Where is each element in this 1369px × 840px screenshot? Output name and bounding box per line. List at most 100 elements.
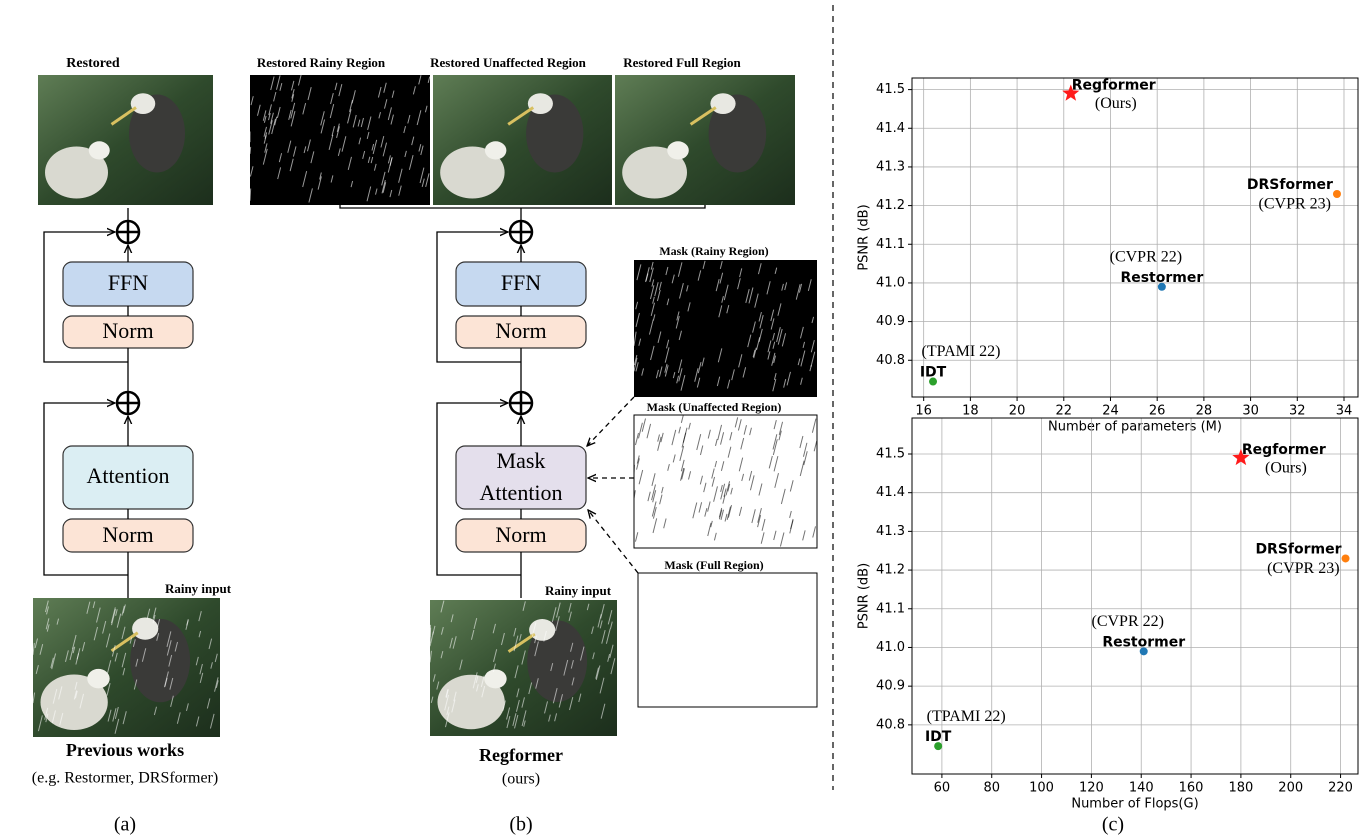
x-tick-label: 18 [962, 404, 979, 419]
point-name: IDT [925, 729, 952, 745]
attention-label: Attention [86, 463, 169, 488]
x-tick-label: 22 [1056, 404, 1073, 419]
x-tick-label: 28 [1196, 404, 1213, 419]
image-label: Restored [66, 56, 120, 71]
panel-label: (c) [1102, 814, 1124, 836]
image-label: Rainy input [545, 583, 612, 598]
y-tick-label: 41.0 [876, 640, 905, 655]
bird-head [87, 669, 109, 688]
caption-sub: (e.g. Restormer, DRSformer) [32, 770, 218, 787]
y-tick-label: 41.1 [876, 237, 905, 252]
rain-streak [250, 188, 251, 200]
bird-head [710, 93, 735, 114]
panel-label: (a) [114, 814, 136, 836]
image-label: Mask (Full Region) [664, 558, 763, 572]
x-tick-label: 140 [1129, 781, 1154, 796]
image-label: Mask (Rainy Region) [659, 244, 768, 258]
rain-streak [250, 147, 251, 154]
bird-head [529, 619, 555, 641]
x-tick-label: 200 [1278, 781, 1303, 796]
norm-label: Norm [495, 318, 546, 343]
merge-line [340, 205, 705, 208]
mask-arrow [588, 510, 638, 573]
caption-title: Regformer [479, 745, 563, 765]
y-tick-label: 40.9 [876, 314, 905, 329]
point-name: Regformer [1072, 77, 1156, 93]
bird-head [131, 93, 156, 114]
x-tick-label: 100 [1029, 781, 1054, 796]
bird-head [89, 141, 110, 159]
rain-image [250, 75, 430, 205]
point-annotation: (CVPR 22) [1091, 613, 1163, 630]
bird-head [484, 669, 506, 688]
bird-head [528, 93, 553, 114]
y-tick-label: 41.2 [876, 198, 905, 213]
data-point [1342, 554, 1350, 562]
norm-label: Norm [102, 318, 153, 343]
bird-head [132, 617, 158, 639]
y-tick-label: 40.8 [876, 717, 905, 732]
image-label: Restored Unaffected Region [430, 55, 586, 70]
ffn-label: FFN [501, 270, 541, 295]
attention-label: Mask [497, 448, 546, 473]
mask-arrow [587, 397, 634, 446]
y-tick-label: 40.8 [876, 353, 905, 368]
caption-title: Previous works [66, 740, 184, 760]
y-tick-label: 41.4 [876, 121, 905, 136]
image-label: Mask (Unaffected Region) [647, 400, 782, 414]
caption-sub: (ours) [502, 771, 540, 788]
mask-image [634, 415, 817, 548]
image-label: Rainy input [165, 581, 232, 596]
norm-label: Norm [102, 522, 153, 547]
x-tick-label: 16 [915, 404, 932, 419]
x-tick-label: 60 [934, 781, 951, 796]
point-annotation: (CVPR 23) [1267, 560, 1339, 577]
norm-label: Norm [495, 522, 546, 547]
point-name: DRSformer [1247, 177, 1333, 193]
rain-streak [430, 628, 431, 643]
bird-head [485, 141, 506, 159]
point-annotation: (TPAMI 22) [922, 343, 1001, 360]
figure: Restored FFN Norm Attention Norm Rainy input P… [0, 0, 1369, 840]
point-annotation: (Ours) [1095, 95, 1137, 112]
point-annotation: (Ours) [1265, 460, 1307, 477]
y-axis-label: PSNR (dB) [857, 563, 872, 629]
image-label: Restored Full Region [623, 55, 741, 70]
point-name: Restormer [1102, 634, 1185, 650]
image-label: Restored Rainy Region [257, 55, 386, 70]
x-axis-label: Number of Flops(G) [1071, 797, 1198, 812]
y-tick-label: 41.2 [876, 563, 905, 578]
point-name: DRSformer [1255, 541, 1341, 557]
point-annotation: (CVPR 23) [1259, 196, 1331, 213]
point-name: Restormer [1120, 270, 1203, 286]
point-annotation: (CVPR 22) [1110, 248, 1182, 265]
x-tick-label: 20 [1009, 404, 1026, 419]
x-tick-label: 160 [1179, 781, 1204, 796]
x-tick-label: 32 [1289, 404, 1306, 419]
x-tick-label: 80 [983, 781, 1000, 796]
y-tick-label: 41.0 [876, 275, 905, 290]
x-tick-label: 30 [1242, 404, 1259, 419]
ffn-label: FFN [108, 270, 148, 295]
x-tick-label: 120 [1079, 781, 1104, 796]
y-tick-label: 41.4 [876, 485, 905, 500]
point-name: Regformer [1242, 442, 1326, 458]
x-tick-label: 180 [1228, 781, 1253, 796]
attention-label: Attention [479, 480, 562, 505]
x-tick-label: 34 [1336, 404, 1353, 419]
data-point [1333, 190, 1341, 198]
point-annotation: (TPAMI 22) [927, 708, 1006, 725]
y-tick-label: 41.1 [876, 601, 905, 616]
y-tick-label: 41.3 [876, 159, 905, 174]
panel-label: (b) [509, 814, 532, 836]
bird-head [667, 141, 689, 159]
y-tick-label: 41.5 [876, 446, 905, 461]
mask-image [638, 573, 817, 707]
y-axis-label: PSNR (dB) [857, 204, 872, 270]
y-tick-label: 40.9 [876, 679, 905, 694]
point-name: IDT [920, 365, 947, 381]
x-axis-label: Number of parameters (M) [1048, 420, 1222, 435]
x-tick-label: 220 [1328, 781, 1353, 796]
y-tick-label: 41.3 [876, 524, 905, 539]
x-tick-label: 24 [1102, 404, 1119, 419]
